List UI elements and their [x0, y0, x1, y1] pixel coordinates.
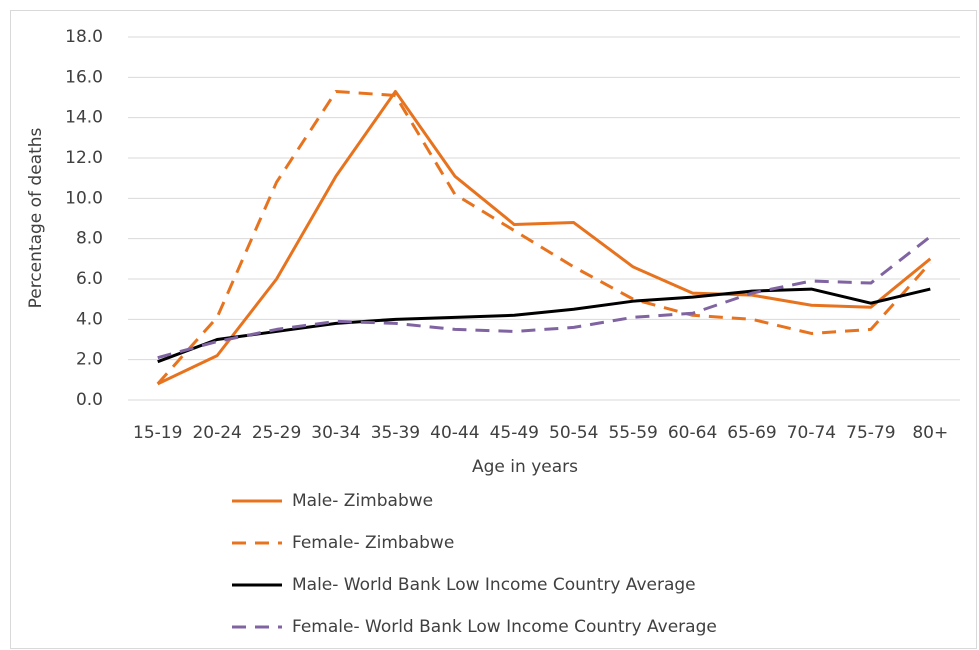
- x-tick-label: 80+: [912, 423, 948, 443]
- series-line: [157, 287, 931, 364]
- legend-label: Male- Zimbabwe: [292, 491, 433, 511]
- x-tick-label: 50-54: [549, 423, 598, 443]
- y-tick-label: 2.0: [76, 350, 103, 370]
- x-tick-label: 75-79: [846, 423, 895, 443]
- y-tick-label: 12.0: [65, 148, 103, 168]
- series-line: [157, 235, 932, 360]
- legend-label: Male- World Bank Low Income Country Aver…: [292, 575, 696, 595]
- x-tick-label: 40-44: [430, 423, 479, 443]
- x-tick-label: 70-74: [787, 423, 836, 443]
- legend-label: Female- Zimbabwe: [292, 533, 454, 553]
- x-tick-label: 65-69: [727, 423, 776, 443]
- x-tick-label: 15-19: [133, 423, 182, 443]
- y-tick-label: 18.0: [65, 27, 103, 47]
- x-tick-label: 25-29: [252, 423, 301, 443]
- y-tick-label: 6.0: [76, 269, 103, 289]
- y-tick-label: 0.0: [76, 390, 103, 410]
- y-tick-label: 8.0: [76, 229, 103, 249]
- y-tick-label: 16.0: [65, 67, 103, 87]
- x-axis-title: Age in years: [472, 457, 578, 477]
- chart-border: [10, 10, 977, 649]
- x-tick-label: 45-49: [490, 423, 539, 443]
- series-line: [156, 89, 932, 385]
- x-tick-label: 60-64: [668, 423, 717, 443]
- y-tick-label: 4.0: [76, 309, 103, 329]
- x-tick-label: 35-39: [371, 423, 420, 443]
- x-tick-label: 20-24: [192, 423, 241, 443]
- legend-label: Female- World Bank Low Income Country Av…: [292, 617, 717, 637]
- y-tick-label: 14.0: [65, 108, 103, 128]
- y-tick-label: 10.0: [65, 188, 103, 208]
- x-tick-label: 30-34: [311, 423, 360, 443]
- y-axis-title: Percentage of deaths: [26, 127, 46, 308]
- x-tick-label: 55-59: [608, 423, 657, 443]
- series-line: [157, 89, 932, 386]
